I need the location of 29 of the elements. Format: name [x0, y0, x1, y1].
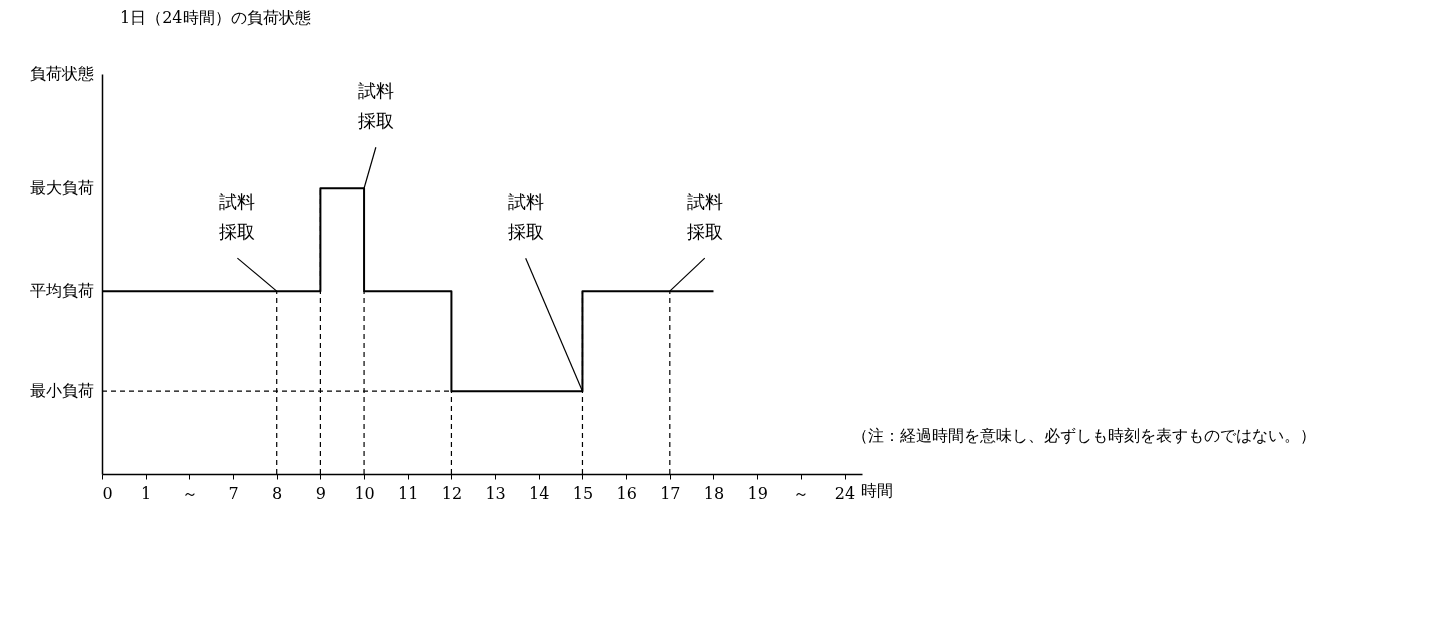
x-tick-label: 17	[660, 483, 681, 503]
annotation: 試料採取	[219, 191, 256, 243]
text: 最小負荷	[30, 381, 94, 400]
text: 最大負荷	[30, 178, 94, 197]
x-tick-label: 14	[529, 483, 550, 503]
annotation: 試料採取	[686, 191, 723, 243]
x-tick-label: 19	[747, 483, 768, 503]
annotation: 試料採取	[357, 80, 394, 132]
x-tick-label: 24	[834, 483, 856, 503]
x-tick-label: 9	[315, 483, 326, 503]
chart-title: 1日（24時間）の負荷状態	[120, 8, 311, 27]
x-tick-label: 10	[354, 483, 375, 503]
x-axis-title: 時間	[861, 480, 894, 500]
x-tick-label: 7	[228, 483, 239, 503]
x-tick-label: 1	[141, 483, 152, 503]
text: 負荷状態	[30, 64, 94, 83]
x-tick-label: 18	[703, 483, 725, 503]
x-tick-label: 13	[485, 483, 506, 503]
x-tick-label: ～	[793, 483, 810, 503]
x-tick-label: 12	[441, 483, 463, 503]
annotation: 試料採取	[507, 191, 544, 243]
annotation: （注：経過時間を意味し、必ずしも時刻を表すものではない。）	[852, 426, 1316, 445]
x-tick-label: 0	[102, 483, 113, 503]
x-tick-label: 16	[616, 483, 637, 503]
x-tick-label: ～	[181, 483, 198, 503]
x-tick-label: 15	[572, 483, 594, 503]
text: 平均負荷	[30, 281, 94, 300]
x-tick-label: 8	[272, 483, 283, 503]
x-tick-label: 11	[398, 483, 419, 503]
